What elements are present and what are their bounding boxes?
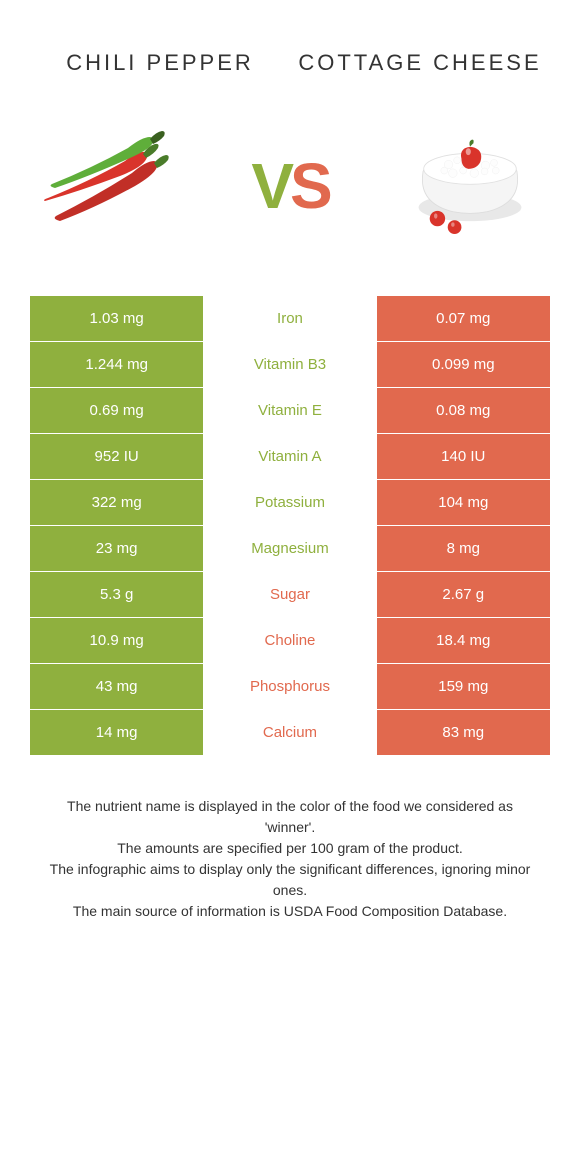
vs-label: VS bbox=[251, 149, 328, 223]
table-row: 952 IUVitamin A140 IU bbox=[30, 434, 550, 479]
cell-right-value: 8 mg bbox=[377, 526, 550, 571]
chili-pepper-icon bbox=[30, 126, 190, 246]
cell-nutrient-label: Vitamin B3 bbox=[203, 342, 376, 387]
footer-line-1: The nutrient name is displayed in the co… bbox=[40, 796, 540, 838]
cell-left-value: 5.3 g bbox=[30, 572, 203, 617]
nutrient-table: 1.03 mgIron0.07 mg1.244 mgVitamin B30.09… bbox=[0, 296, 580, 755]
cell-left-value: 43 mg bbox=[30, 664, 203, 709]
footer-line-3: The infographic aims to display only the… bbox=[40, 859, 540, 901]
right-title: Cottage cheese bbox=[290, 50, 550, 76]
cell-right-value: 104 mg bbox=[377, 480, 550, 525]
images-row: VS bbox=[0, 96, 580, 296]
left-image bbox=[30, 106, 190, 266]
cell-left-value: 0.69 mg bbox=[30, 388, 203, 433]
vs-v: V bbox=[251, 150, 290, 222]
table-row: 14 mgCalcium83 mg bbox=[30, 710, 550, 755]
cell-right-value: 140 IU bbox=[377, 434, 550, 479]
cell-right-value: 18.4 mg bbox=[377, 618, 550, 663]
footer-line-2: The amounts are specified per 100 gram o… bbox=[40, 838, 540, 859]
cell-left-value: 1.244 mg bbox=[30, 342, 203, 387]
cell-right-value: 83 mg bbox=[377, 710, 550, 755]
cell-left-value: 952 IU bbox=[30, 434, 203, 479]
cell-right-value: 2.67 g bbox=[377, 572, 550, 617]
cell-nutrient-label: Potassium bbox=[203, 480, 376, 525]
cell-left-value: 10.9 mg bbox=[30, 618, 203, 663]
cell-nutrient-label: Choline bbox=[203, 618, 376, 663]
cell-right-value: 159 mg bbox=[377, 664, 550, 709]
cell-left-value: 23 mg bbox=[30, 526, 203, 571]
table-row: 5.3 gSugar2.67 g bbox=[30, 572, 550, 617]
table-row: 0.69 mgVitamin E0.08 mg bbox=[30, 388, 550, 433]
table-row: 322 mgPotassium104 mg bbox=[30, 480, 550, 525]
cell-nutrient-label: Phosphorus bbox=[203, 664, 376, 709]
cell-left-value: 322 mg bbox=[30, 480, 203, 525]
cell-nutrient-label: Magnesium bbox=[203, 526, 376, 571]
footer-line-4: The main source of information is USDA F… bbox=[40, 901, 540, 922]
right-image bbox=[390, 106, 550, 266]
table-row: 1.03 mgIron0.07 mg bbox=[30, 296, 550, 341]
cell-right-value: 0.08 mg bbox=[377, 388, 550, 433]
cell-nutrient-label: Vitamin A bbox=[203, 434, 376, 479]
cell-nutrient-label: Calcium bbox=[203, 710, 376, 755]
cell-right-value: 0.099 mg bbox=[377, 342, 550, 387]
footer-notes: The nutrient name is displayed in the co… bbox=[0, 756, 580, 922]
cell-left-value: 14 mg bbox=[30, 710, 203, 755]
table-row: 43 mgPhosphorus159 mg bbox=[30, 664, 550, 709]
cell-left-value: 1.03 mg bbox=[30, 296, 203, 341]
cell-nutrient-label: Iron bbox=[203, 296, 376, 341]
cottage-cheese-icon bbox=[390, 126, 550, 246]
cell-right-value: 0.07 mg bbox=[377, 296, 550, 341]
table-row: 1.244 mgVitamin B30.099 mg bbox=[30, 342, 550, 387]
table-row: 10.9 mgCholine18.4 mg bbox=[30, 618, 550, 663]
table-row: 23 mgMagnesium8 mg bbox=[30, 526, 550, 571]
header-row: Chili pepper Cottage cheese bbox=[0, 0, 580, 96]
cell-nutrient-label: Vitamin E bbox=[203, 388, 376, 433]
cell-nutrient-label: Sugar bbox=[203, 572, 376, 617]
vs-s: S bbox=[290, 150, 329, 222]
left-title: Chili pepper bbox=[30, 50, 290, 76]
